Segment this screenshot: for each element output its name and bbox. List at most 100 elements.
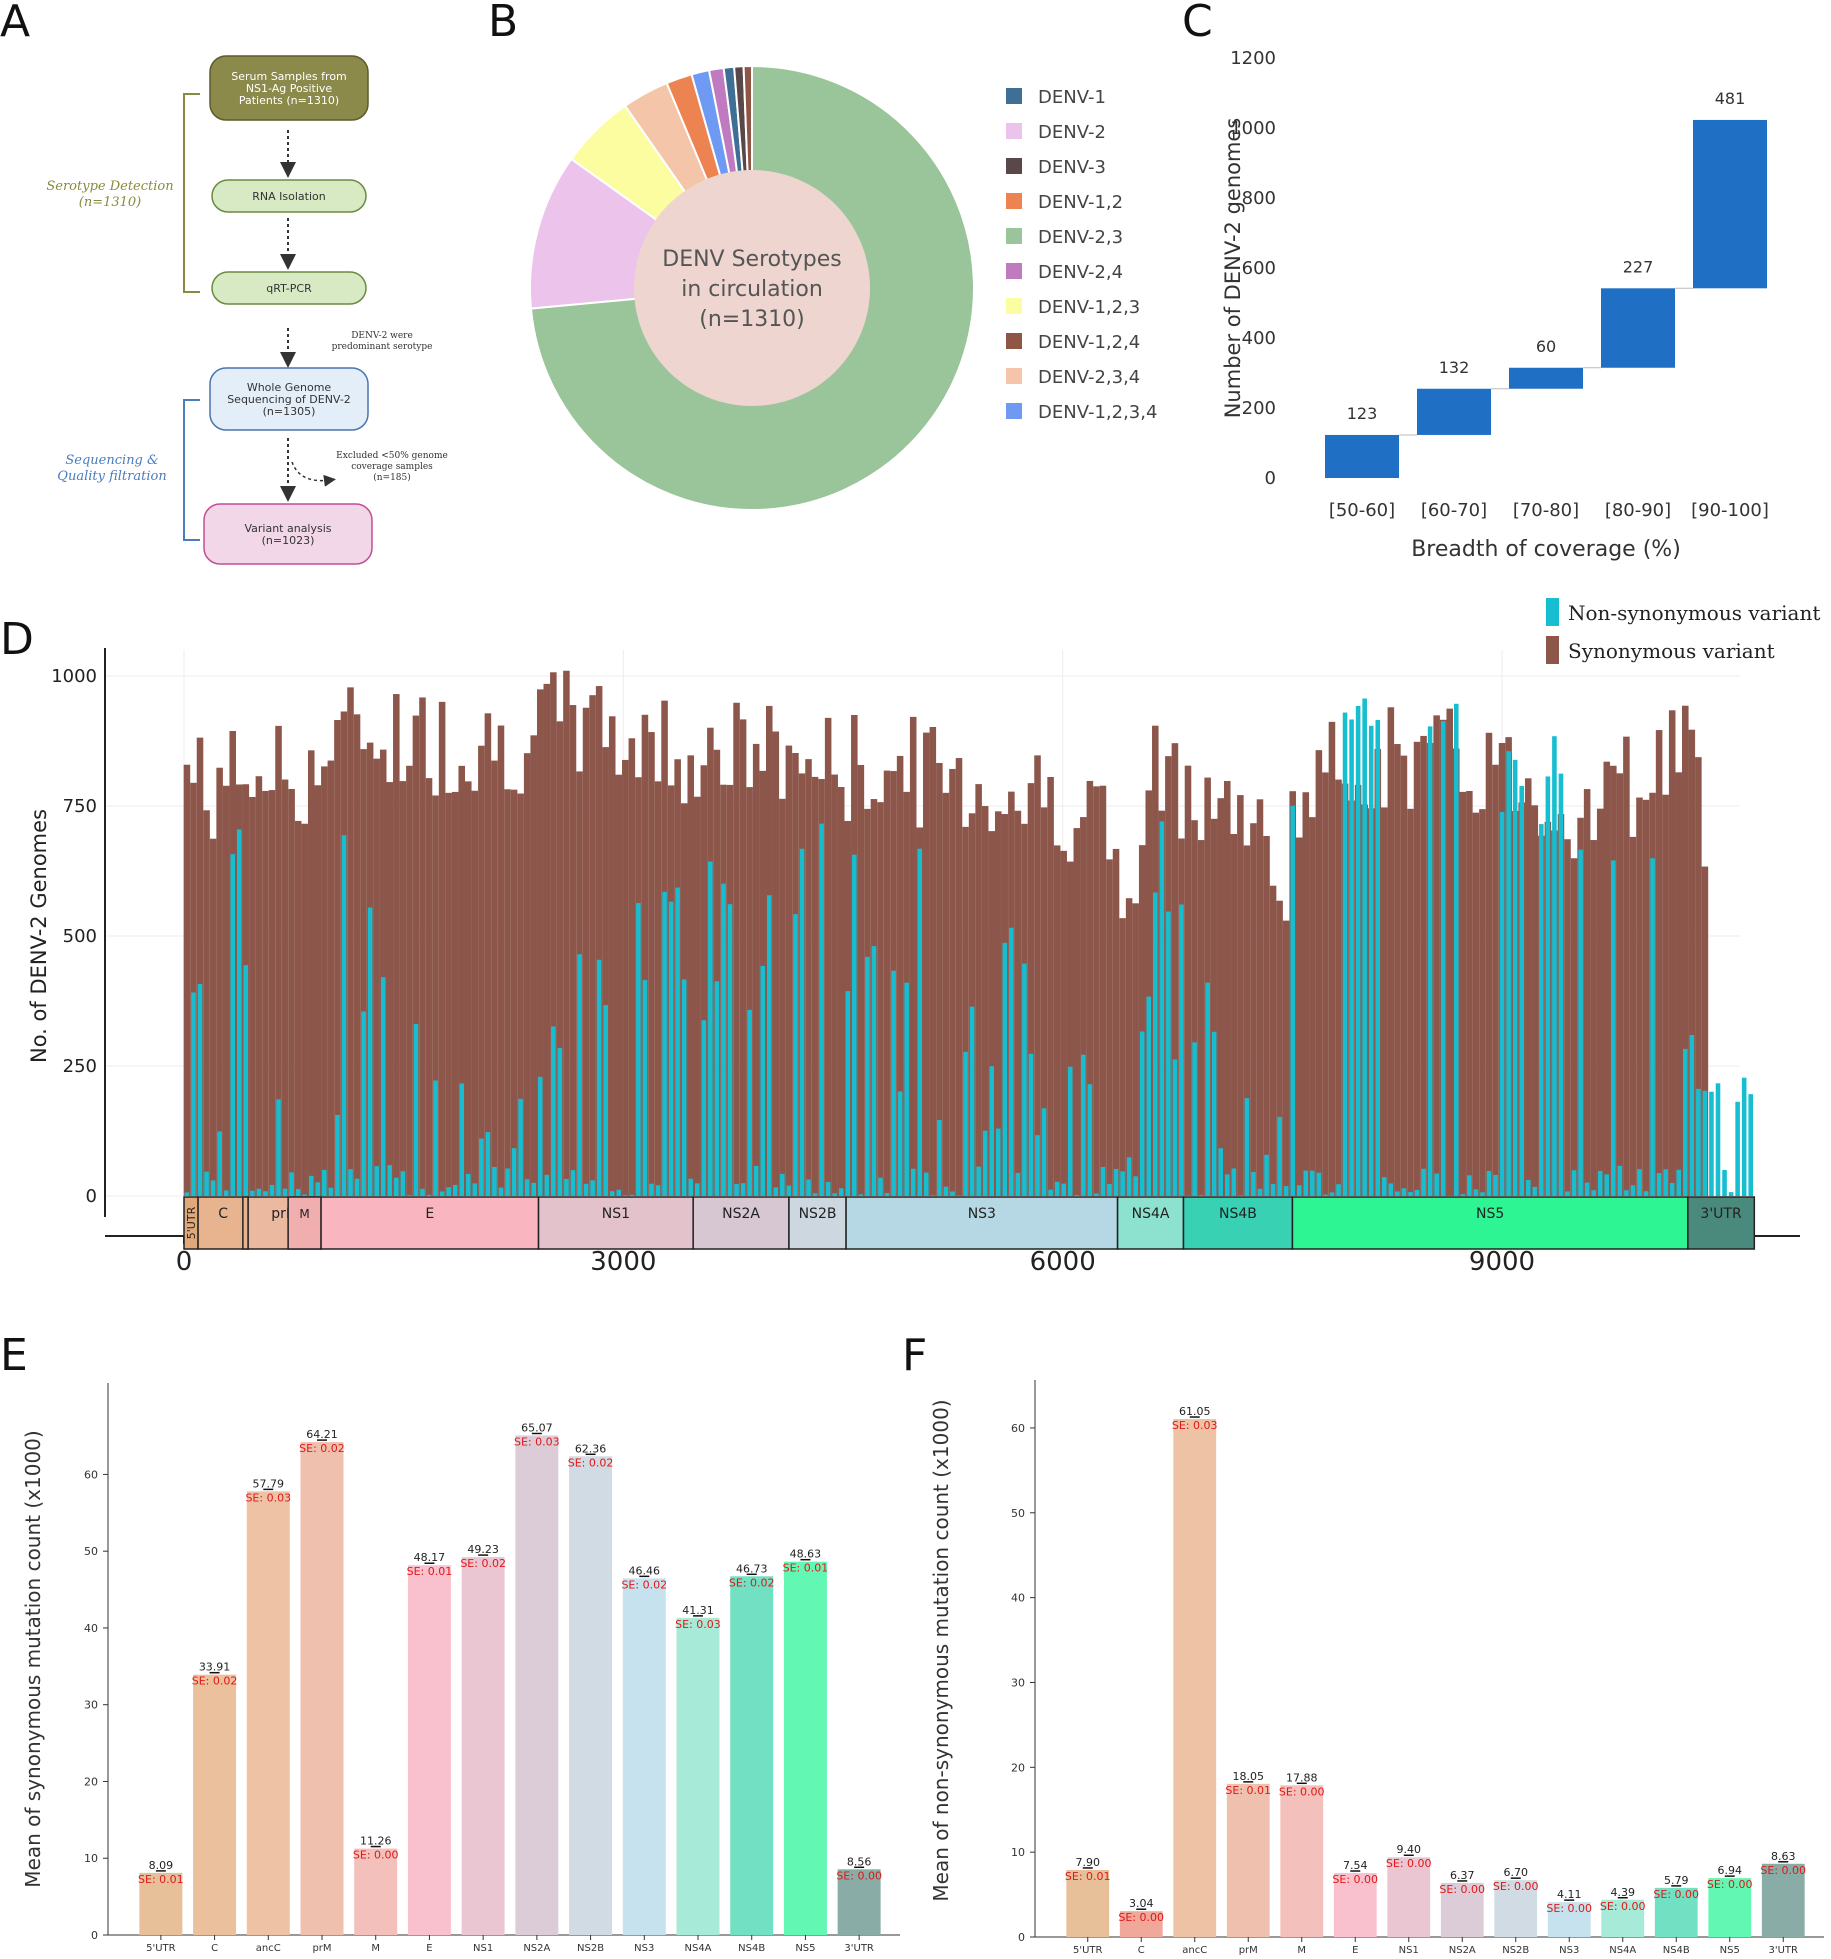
flow-step-label: RNA Isolation (252, 190, 325, 203)
nonsynonymous-bar (1323, 1194, 1328, 1196)
synonymous-bar (1583, 789, 1591, 1196)
synonymous-bar (1217, 798, 1224, 1196)
nonsynonymous-bar (1159, 821, 1165, 1196)
sequencing-filtration-label: Sequencing & Quality filtration (57, 453, 166, 484)
synonymous-bar (360, 749, 367, 1196)
nonsynonymous-bar (1611, 860, 1616, 1196)
x-tick-label: NS4B (738, 1943, 765, 1954)
synonymous-bar (1138, 845, 1146, 1196)
nonsynonymous-bar (1473, 1189, 1479, 1196)
se-label: SE: 0.02 (621, 1578, 667, 1591)
nonsynonymous-bar (335, 1115, 340, 1196)
nonsynonymous-bar (701, 1020, 707, 1196)
mean-bar (1280, 1785, 1324, 1937)
nonsynonymous-bar (1375, 719, 1381, 1196)
flow-step-label: qRT-PCR (266, 282, 312, 295)
synonymous-bar (1302, 792, 1310, 1196)
nonsynonymous-bar (642, 980, 648, 1196)
nonsynonymous-bar (1499, 812, 1505, 1196)
nonsynonymous-bar (1028, 1053, 1034, 1196)
y-tick-label: 400 (1242, 328, 1276, 349)
nonsynonymous-bar (1702, 1090, 1708, 1196)
nonsynonymous-bar (1682, 1048, 1688, 1196)
nonsynonymous-bar (812, 1193, 818, 1196)
synonymous-bar (183, 764, 191, 1196)
panel-label-f: F (902, 1330, 928, 1381)
synonymous-bar (1695, 757, 1702, 1196)
nonsynonymous-bar (590, 1180, 595, 1196)
nonsynonymous-bar (492, 1166, 497, 1196)
synonymous-bar (955, 758, 963, 1196)
nonsynonymous-bar (465, 1173, 471, 1196)
synonymous-bar (373, 758, 380, 1196)
synonymous-bar (1623, 736, 1630, 1196)
synonymous-bar (857, 764, 865, 1196)
serotype-donut-chart: DENV Serotypes in circulation (n=1310) DENV… (529, 64, 1157, 511)
y-tick-label: 1000 (1230, 118, 1276, 139)
synonymous-bar (1256, 799, 1264, 1196)
synonymous-bar (1616, 773, 1624, 1196)
legend-swatch (1006, 228, 1022, 244)
gene-block (537, 1196, 694, 1250)
nonsynonymous-bar (989, 1066, 995, 1196)
synonymous-bar (438, 701, 446, 1196)
synonymous-bar (556, 721, 564, 1196)
nonsynonymous-bar (400, 1171, 406, 1196)
nonsynonymous-bar (976, 1166, 981, 1196)
nonsynonymous-bar (1382, 1177, 1387, 1196)
synonymous-bar (1524, 778, 1532, 1196)
synonymous-bar (523, 753, 531, 1196)
legend-label: DENV-1,2,4 (1038, 332, 1140, 353)
y-axis-title: Mean of synonymous mutation count (x1000… (21, 1430, 45, 1887)
mean-bar (515, 1435, 559, 1935)
nonsynonymous-bar (1179, 904, 1184, 1196)
synonymous-bar (1472, 812, 1480, 1196)
synonymous-bar (1210, 818, 1218, 1196)
y-axis-title: No. of DENV-2 Genomes (27, 809, 51, 1063)
nonsynonymous-bar (1604, 1174, 1610, 1196)
nonsynonymous-bar (1650, 858, 1655, 1196)
flow-step-box (209, 55, 369, 121)
se-label: SE: 0.00 (1279, 1785, 1325, 1798)
nonsynonymous-bar (276, 1099, 281, 1196)
flow-step-label: Variant analysis (n=1023) (244, 522, 331, 547)
nonsynonymous-bar (1565, 1191, 1570, 1196)
nonsynonymous-bar (884, 1193, 890, 1196)
gene-block (1116, 1196, 1185, 1250)
synonymous-bar (1145, 790, 1153, 1196)
mean-bar (569, 1456, 613, 1935)
se-label: SE: 0.00 (1439, 1883, 1485, 1896)
nonsynonymous-bar (420, 1188, 425, 1196)
synonymous-bar (654, 781, 662, 1196)
synonymous-bar (203, 810, 210, 1196)
legend-swatch (1006, 123, 1022, 139)
nonsynonymous-bar (1467, 1175, 1472, 1196)
mean-bar (1173, 1419, 1217, 1937)
nonsynonymous-bar (1440, 721, 1446, 1196)
synonymous-bar (687, 755, 695, 1196)
x-tick-label: E (1352, 1945, 1358, 1956)
flow-step-label: Serum Samples from NS1-Ag Positive Patient… (231, 70, 347, 107)
legend-swatch (1006, 403, 1022, 419)
nonsynonymous-bar (570, 1170, 576, 1196)
nonsynonymous-bar (302, 1194, 307, 1196)
bar-value-label: 7.90 (1076, 1856, 1101, 1869)
bar-value-label: 4.11 (1557, 1888, 1582, 1901)
y-tick-label: 200 (1242, 398, 1276, 419)
nonsynonymous-bar (871, 946, 877, 1196)
gene-label: NS3 (968, 1206, 996, 1222)
x-tick-label: 3'UTR (1769, 1945, 1799, 1956)
nonsynonymous-bar (577, 954, 582, 1196)
y-tick-label: 20 (1011, 1761, 1025, 1774)
nonsynonymous-bar (662, 891, 667, 1196)
x-tick-label: NS2A (523, 1943, 550, 1954)
nonsynonymous-bar (845, 991, 851, 1196)
waterfall-bar (1417, 388, 1491, 435)
x-tick-label: 9000 (1469, 1247, 1535, 1277)
panel-label-e: E (0, 1330, 28, 1381)
synonymous-bar (942, 792, 950, 1196)
synonymous-bar (563, 670, 570, 1196)
donut-center-label: in circulation (681, 277, 823, 302)
synonymous-bar (281, 779, 289, 1196)
synonymous-bar (837, 787, 845, 1196)
